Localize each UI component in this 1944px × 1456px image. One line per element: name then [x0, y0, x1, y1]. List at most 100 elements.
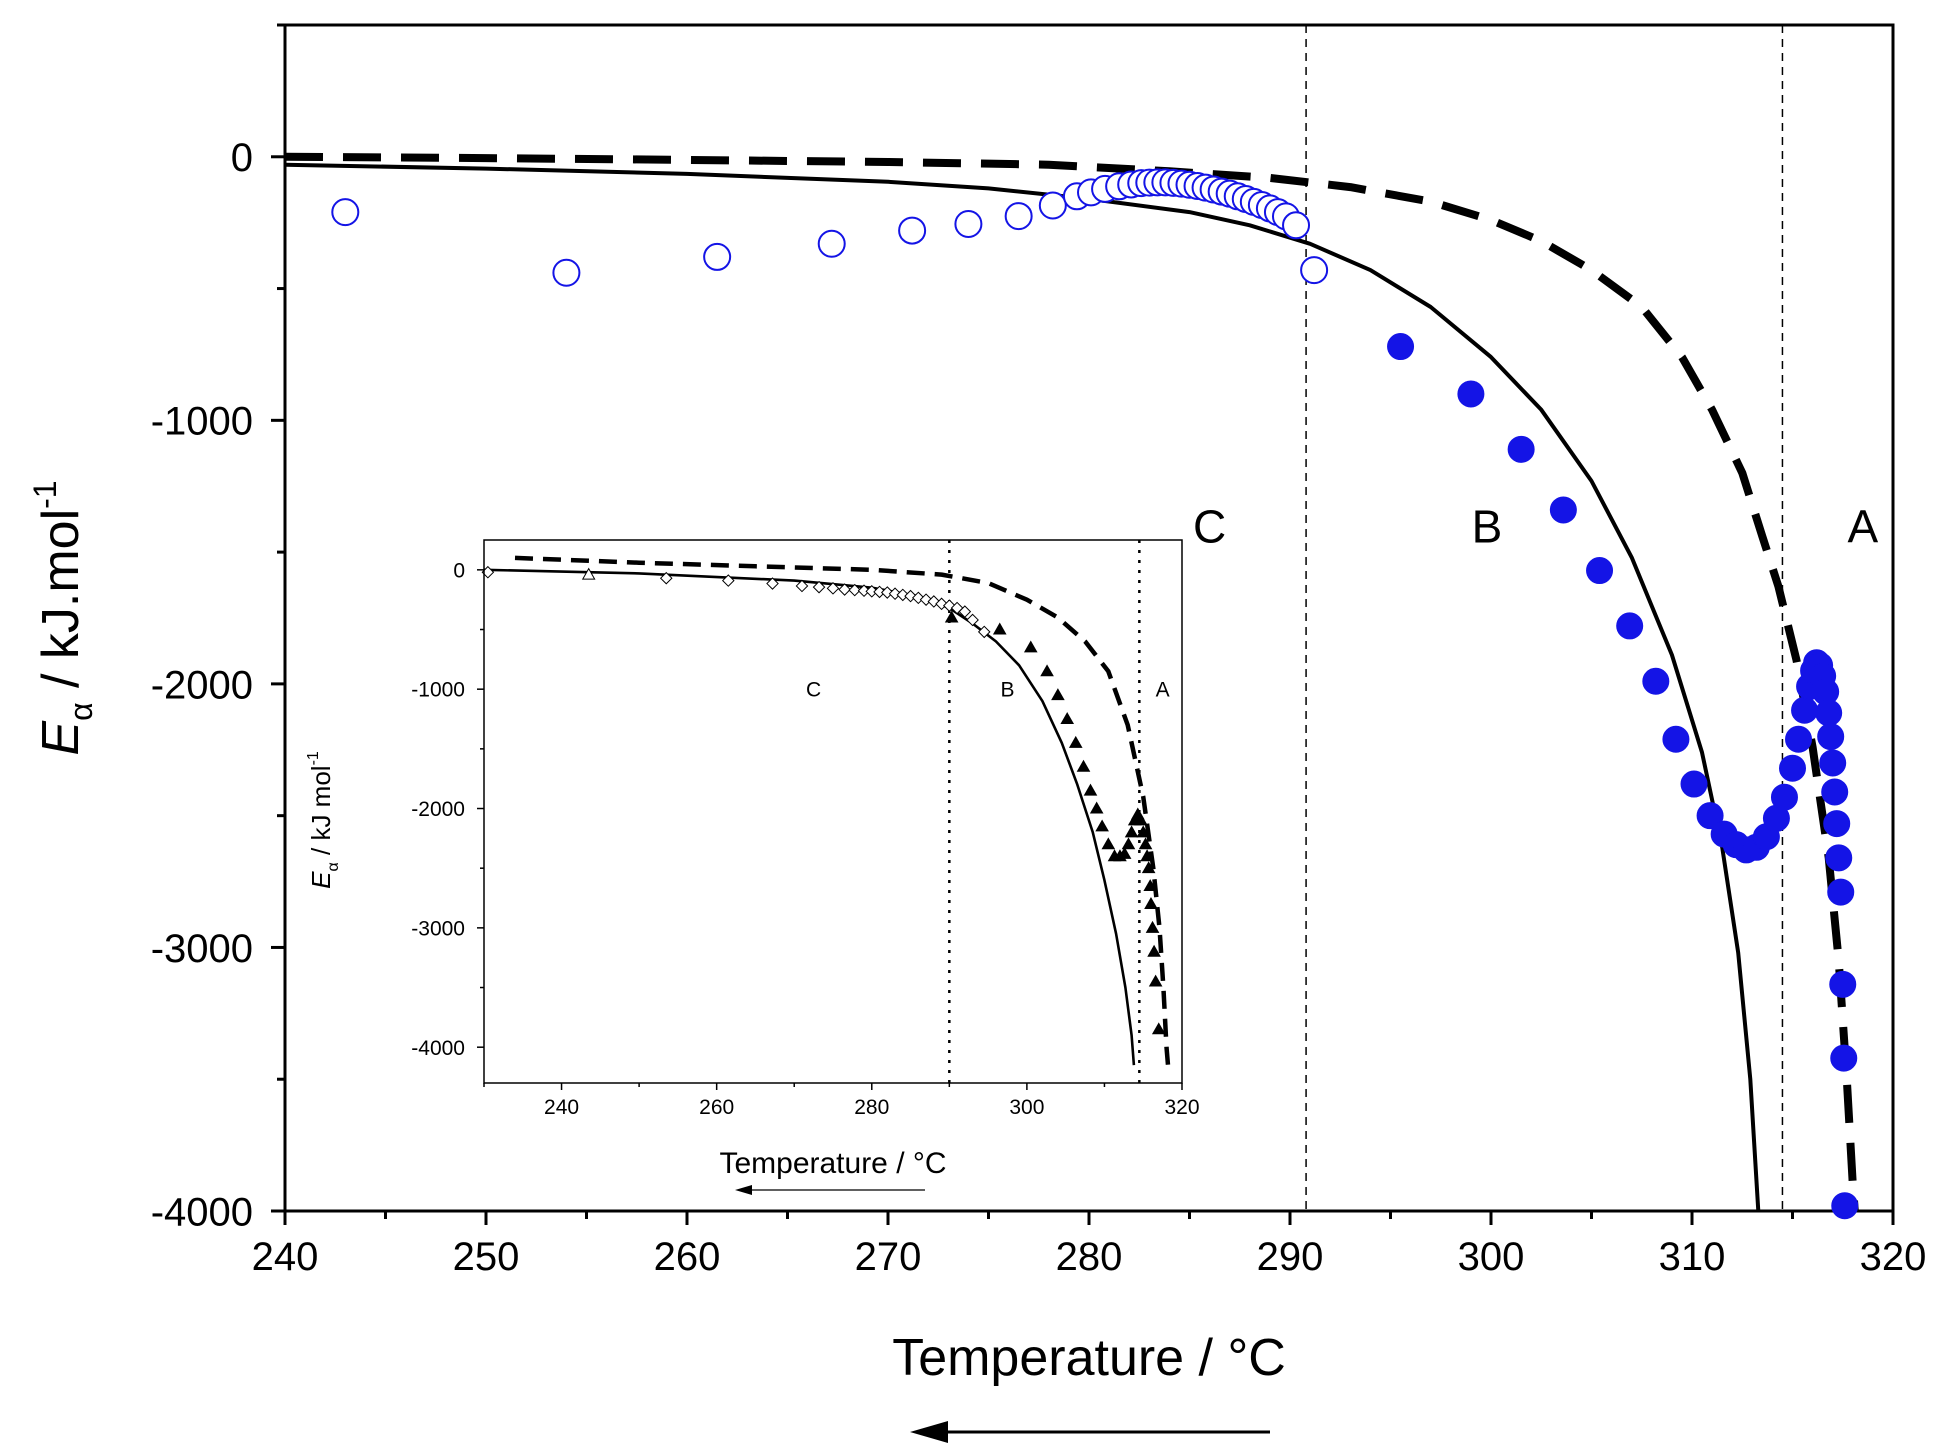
- main-x-tick-label: 320: [1860, 1235, 1927, 1279]
- main-filled-circle-point: [1457, 380, 1485, 408]
- inset-y-tick-label: -1000: [411, 679, 465, 702]
- main-x-tick-label: 270: [855, 1235, 922, 1279]
- main-open-circle-point: [817, 229, 846, 258]
- inset-filled-triangle-point: [1134, 813, 1148, 826]
- inset-filled-triangle-point: [944, 610, 959, 623]
- inset-y-axis-label: Eα / kJ mol-1: [305, 751, 342, 889]
- main-filled-circle-point: [1616, 612, 1644, 640]
- inset-open-diamond-point: [826, 582, 840, 595]
- main-filled-circle-point: [1823, 810, 1851, 838]
- inset-filled-triangle-point: [1124, 825, 1139, 838]
- inset-open-triangle-point: [581, 567, 596, 580]
- inset-open-diamond-point: [927, 595, 941, 608]
- inset-open-diamond-point: [896, 588, 910, 602]
- inset-filled-triangle-point: [1136, 825, 1151, 838]
- inset-filled-triangle-point: [1151, 1022, 1166, 1035]
- main-x-tick-label: 300: [1458, 1235, 1525, 1279]
- main-filled-circle-point: [1831, 1192, 1859, 1220]
- main-open-circle-point: [898, 216, 927, 245]
- inset-ticks: [477, 569, 1183, 1090]
- inset-open-diamond-point: [919, 593, 933, 606]
- main-filled-circle-point: [1507, 435, 1535, 463]
- main-x-tick-label: 260: [654, 1235, 721, 1279]
- main-filled-circle-point: [1815, 699, 1843, 727]
- main-open-circle-point: [552, 258, 581, 287]
- inset-solid-curve: [483, 568, 1136, 1066]
- inset-filled-triangle-point: [1117, 846, 1132, 859]
- main-region-label-a: A: [1848, 500, 1879, 552]
- main-open-circle-point: [1038, 191, 1067, 220]
- main-open-circle-point: [1282, 211, 1311, 240]
- inset-x-tick-label: 260: [699, 1096, 734, 1119]
- inset-x-tick-label: 280: [854, 1096, 889, 1119]
- main-filled-circle-point: [1770, 783, 1798, 811]
- main-filled-circle-point: [1821, 778, 1849, 806]
- main-vlines: [1305, 25, 1784, 1211]
- main-y-tick-label: 0: [231, 136, 253, 180]
- inset-open-diamond-point: [721, 574, 735, 587]
- inset-open-diamond-point: [904, 589, 917, 603]
- main-plot: 240 250 260 270 280 290 300 310 320 0 -1000 -2000 -3…: [27, 23, 1927, 1443]
- main-x-axis-label: Temperature / °C: [892, 1329, 1286, 1387]
- main-filled-circle-point: [1662, 725, 1690, 753]
- main-filled-circle-point: [1785, 725, 1813, 753]
- inset-open-diamond-point: [943, 599, 956, 612]
- inset-filled-triangle-point: [1144, 897, 1158, 909]
- inset-y-tick-label: -3000: [411, 917, 465, 940]
- inset-filled-triangle-point: [1051, 688, 1065, 701]
- inset-open-diamond-point: [977, 625, 991, 639]
- inset-open-diamond-point: [848, 583, 862, 597]
- main-region-label-c: C: [1193, 500, 1226, 552]
- main-x-tick-label: 280: [1056, 1235, 1123, 1279]
- main-open-circle-point: [954, 209, 983, 238]
- main-filled-circle-point: [1791, 696, 1819, 724]
- main-x-tick-label: 290: [1257, 1235, 1324, 1279]
- inset-open-diamond-point: [873, 585, 886, 599]
- inset-open-diamond-point: [935, 597, 948, 611]
- inset-plot: 240 260 280 300 320 0 -1000 -2000 -3000 -4000 C B A…: [305, 539, 1200, 1195]
- main-x-tick-label: 240: [252, 1235, 319, 1279]
- inset-curves: [483, 555, 1171, 1066]
- inset-filled-triangle-point: [1121, 837, 1136, 850]
- main-filled-circle-point: [1819, 749, 1847, 777]
- inset-filled-triangle-point: [1076, 759, 1091, 772]
- inset-open-diamond-point: [795, 579, 809, 593]
- inset-filled-triangle-point: [1068, 735, 1083, 748]
- inset-filled-triangle-point: [1023, 640, 1038, 653]
- main-filled-circle-point: [1817, 723, 1845, 751]
- inset-open-diamond-point: [766, 577, 779, 590]
- main-filled-circle-point: [1586, 557, 1614, 585]
- main-open-circle-point: [703, 242, 732, 271]
- inset-open-diamond-point: [838, 583, 851, 596]
- inset-open-diamond-point: [950, 601, 964, 615]
- inset-region-label-c: C: [806, 679, 821, 702]
- inset-filled-triangle-point: [1147, 944, 1161, 957]
- inset-dashed-curve: [514, 555, 1171, 1066]
- inset-tick-labels: 240 260 280 300 320 0 -1000 -2000 -3000 -4000: [411, 559, 1199, 1119]
- main-points: [331, 168, 1859, 1220]
- inset-filled-triangle-point: [1145, 920, 1160, 933]
- main-filled-circle-point: [1825, 844, 1853, 872]
- inset-filled-triangle-point: [1140, 849, 1154, 862]
- main-filled-circle-point: [1696, 802, 1724, 830]
- inset-open-diamond-point: [812, 580, 826, 594]
- inset-x-tick-label: 300: [1009, 1096, 1044, 1119]
- inset-open-diamond-point: [966, 613, 979, 627]
- inset-y-tick-label: 0: [453, 559, 465, 582]
- inset-filled-triangle-point: [1089, 801, 1104, 814]
- inset-filled-triangle-point: [1083, 783, 1098, 796]
- inset-filled-triangle-point: [1095, 819, 1109, 832]
- inset-open-diamond-point: [880, 586, 894, 599]
- main-region-label-b: B: [1472, 500, 1503, 552]
- inset-open-diamond-point: [912, 591, 925, 605]
- main-filled-circle-point: [1387, 333, 1415, 361]
- main-open-circle-point: [1300, 256, 1329, 285]
- inset-x-axis-label: Temperature / °C: [719, 1147, 946, 1180]
- inset-filled-triangle-point: [1143, 879, 1158, 892]
- inset-open-diamond-point: [857, 584, 871, 598]
- inset-open-diamond-point: [659, 571, 673, 585]
- inset-x-tick-label: 240: [544, 1096, 579, 1119]
